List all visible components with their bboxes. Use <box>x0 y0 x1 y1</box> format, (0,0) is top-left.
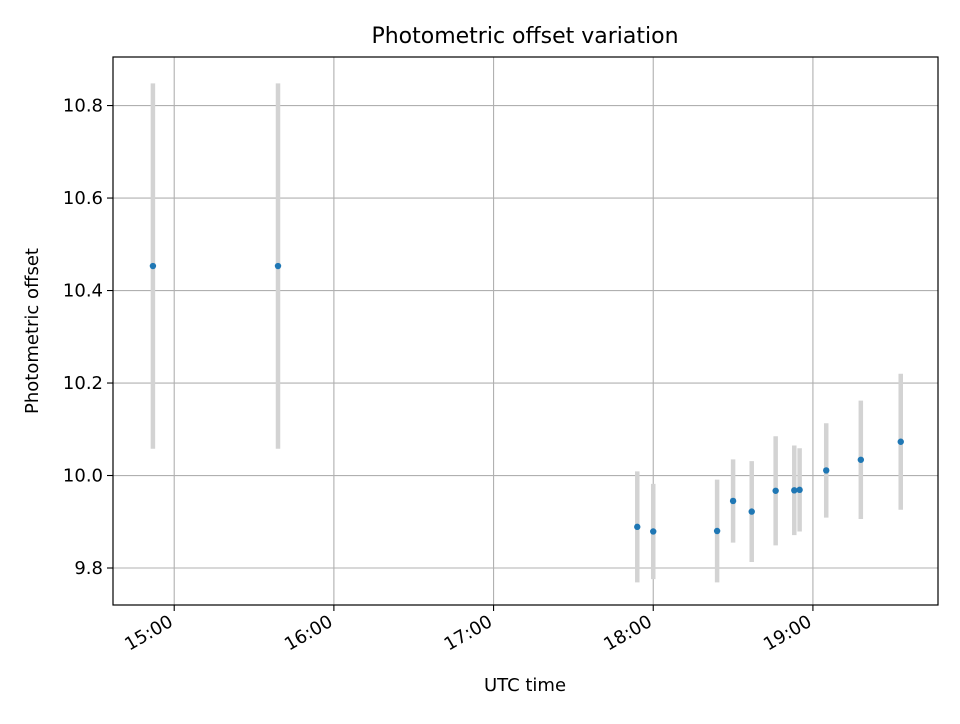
y-tick-label: 10.2 <box>63 373 103 394</box>
y-tick-label: 10.6 <box>63 188 103 209</box>
data-point <box>897 438 904 445</box>
data-point <box>274 262 282 270</box>
data-point <box>823 467 830 474</box>
plot-frame <box>112 56 939 606</box>
data-point <box>791 487 798 494</box>
y-tick-label: 10.8 <box>63 96 103 117</box>
x-axis-label: UTC time <box>484 675 566 696</box>
point-layer <box>149 262 904 535</box>
y-tick-label: 9.8 <box>74 558 103 579</box>
data-point <box>857 456 865 463</box>
y-axis-label: Photometric offset <box>22 248 43 414</box>
y-axis-ticks: 9.8 10.0 10.2 10.4 10.6 10.8 <box>63 96 113 579</box>
y-tick-label: 10.4 <box>63 281 103 302</box>
y-tick-label: 10.0 <box>63 466 103 487</box>
data-point <box>634 523 641 531</box>
data-point <box>748 508 755 515</box>
chart-title: Photometric offset variation <box>371 24 678 49</box>
data-point <box>650 528 657 535</box>
grid-layer <box>113 57 938 605</box>
data-point <box>729 497 737 505</box>
data-point <box>149 262 157 270</box>
data-point <box>796 486 803 494</box>
data-point <box>772 487 779 494</box>
data-point <box>713 527 721 535</box>
